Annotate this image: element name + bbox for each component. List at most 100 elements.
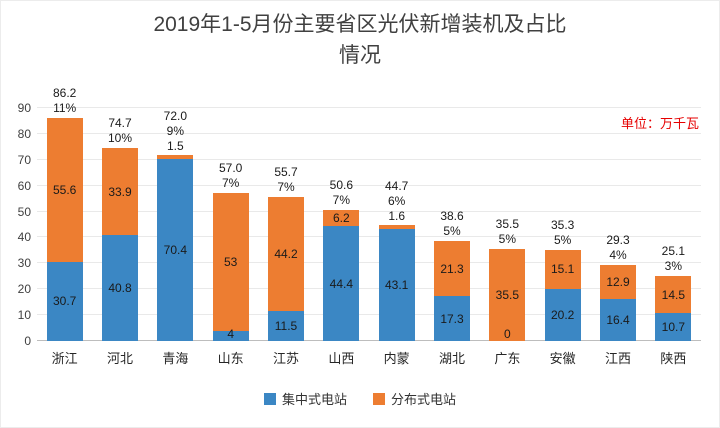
bar-segment-centralized	[323, 226, 360, 341]
unit-label: 单位：万千瓦	[620, 116, 699, 131]
total-label: 35.3	[550, 217, 575, 232]
segment-value-label: 30.7	[52, 294, 77, 309]
percent-label: 5%	[553, 232, 572, 247]
y-axis-tick-label: 60	[17, 178, 31, 193]
bar-segment-distributed	[157, 154, 194, 159]
bar-group: 44.4 6.2 7% 50.6	[314, 108, 369, 341]
y-axis-tick-label: 80	[17, 126, 31, 141]
percent-label: 7%	[221, 176, 240, 191]
legend-label: 集中式电站	[281, 392, 347, 407]
plot-area: 30.7 55.6 11% 86.2 40.8 33.9 10% 74.7 70.4 1.5 9% 7…	[37, 86, 701, 341]
legend-item: 集中式电站	[263, 389, 347, 408]
total-label: 35.5	[495, 217, 519, 232]
segment-value-label: 17.3	[440, 311, 464, 326]
total-label: 86.2	[52, 85, 77, 100]
y-axis-tick-label: 50	[17, 204, 31, 219]
y-axis-tick-label: 10	[17, 308, 31, 323]
x-axis-category-label: 山东	[217, 351, 244, 366]
y-axis-tick-label: 90	[17, 101, 31, 115]
bar-segment-distributed	[489, 249, 526, 341]
percent-label: 3%	[664, 258, 682, 273]
gridline	[37, 314, 701, 316]
bar-segment-centralized	[267, 311, 304, 341]
bar-segment-centralized	[157, 158, 194, 341]
percent-label: 4%	[609, 248, 627, 263]
segment-value-label: 10.7	[661, 320, 685, 335]
segment-value-label: 44.4	[329, 276, 353, 291]
segment-value-label: 43.1	[384, 278, 409, 293]
gridline	[37, 236, 701, 238]
bar-segment-distributed	[101, 147, 138, 236]
bar-segment-centralized	[101, 235, 138, 341]
segment-value-label: 55.6	[52, 182, 77, 197]
total-label: 55.7	[274, 164, 298, 179]
bar-segment-centralized	[433, 296, 470, 341]
bar-segment-distributed	[544, 249, 581, 289]
bar-segment-centralized	[544, 288, 581, 341]
x-axis-category-label: 山西	[328, 351, 355, 366]
bar-group: 11.5 44.2 7% 55.7	[258, 108, 313, 341]
bar-segment-centralized	[46, 261, 83, 341]
percent-label: 9%	[166, 123, 184, 138]
bar-segment-centralized	[655, 313, 692, 341]
gridline	[37, 262, 701, 264]
percent-label: 10%	[107, 130, 132, 145]
percent-label: 6%	[387, 194, 406, 209]
total-label: 38.6	[440, 209, 464, 224]
bar-group: 30.7 55.6 11% 86.2	[37, 86, 92, 341]
percent-label: 5%	[498, 232, 516, 247]
chart-title: 2019年1-5月份主要省区光伏新增装机及占比 情况	[153, 13, 567, 67]
x-axis-category-label: 江西	[604, 351, 631, 366]
x-axis-category-label: 内蒙	[383, 351, 410, 366]
gridline	[37, 288, 701, 290]
x-axis-category-label: 湖北	[438, 351, 465, 366]
bar-group: 40.8 33.9 10% 74.7	[92, 108, 147, 341]
bar-group: 0 35.5 5% 35.5	[480, 108, 535, 341]
bar-segment-distributed	[46, 117, 83, 262]
segment-value-label: 53	[223, 255, 238, 270]
x-axis-category-label: 安徽	[549, 351, 576, 366]
gridline	[37, 210, 701, 212]
gridline	[37, 158, 701, 160]
bar-group: 16.4 12.9 4% 29.3	[590, 108, 645, 341]
segment-value-label: 1.5	[166, 138, 184, 153]
bar-segment-distributed	[378, 225, 415, 230]
percent-label: 5%	[443, 224, 461, 239]
y-axis-tick-label: 0	[24, 334, 31, 348]
segment-value-label: 0	[503, 327, 511, 341]
bar-group: 4 53 7% 57.0	[203, 108, 258, 341]
x-axis-category-label: 青海	[162, 351, 189, 366]
segment-value-label: 35.5	[495, 288, 519, 303]
segment-value-label: 1.6	[388, 209, 405, 224]
y-axis-tick-label: 70	[17, 152, 31, 167]
total-label: 72.0	[163, 108, 187, 123]
legend-swatch	[373, 392, 385, 405]
bar-group: 20.2 15.1 5% 35.3	[535, 108, 590, 341]
total-label: 57.0	[218, 161, 243, 176]
y-axis-tick-label: 20	[17, 282, 31, 297]
segment-value-label: 20.2	[550, 307, 575, 322]
gridline	[37, 132, 701, 134]
bar-segment-distributed	[267, 196, 304, 312]
bar-segment-centralized	[212, 330, 249, 341]
segment-value-label: 40.8	[108, 281, 132, 296]
bar-group: 70.4 1.5 9% 72.0	[148, 108, 203, 341]
percent-label: 7%	[277, 179, 295, 194]
gridline	[37, 107, 701, 108]
bar-segment-distributed	[212, 193, 249, 331]
segment-value-label: 12.9	[606, 274, 630, 289]
bar-segment-centralized	[378, 229, 415, 341]
segment-value-label: 15.1	[550, 262, 575, 277]
legend: 集中式电站 分布式电站	[1, 389, 719, 408]
total-label: 50.6	[329, 178, 353, 193]
legend-label: 分布式电站	[391, 392, 457, 407]
total-label: 29.3	[606, 233, 630, 248]
segment-value-label: 4	[227, 327, 234, 341]
legend-swatch	[263, 392, 276, 405]
bar-group: 43.1 1.6 6% 44.7	[369, 108, 424, 341]
percent-label: 7%	[332, 193, 350, 208]
percent-label: 11%	[53, 100, 77, 115]
bar-segment-distributed	[323, 210, 360, 227]
x-axis-category-label: 江苏	[272, 351, 299, 366]
